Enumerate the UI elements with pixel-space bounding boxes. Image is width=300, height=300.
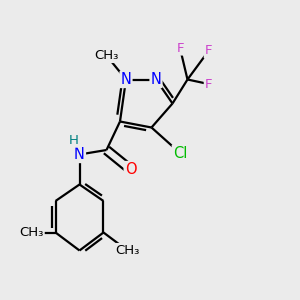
Text: CH₃: CH₃: [94, 49, 119, 62]
Text: Cl: Cl: [173, 146, 187, 160]
Text: F: F: [205, 77, 212, 91]
Text: N: N: [121, 72, 131, 87]
Text: O: O: [125, 162, 136, 177]
Text: N: N: [74, 147, 85, 162]
Text: CH₃: CH₃: [19, 226, 44, 239]
Text: F: F: [176, 41, 184, 55]
Text: F: F: [205, 44, 212, 58]
Text: H: H: [69, 134, 78, 147]
Text: N: N: [151, 72, 161, 87]
Text: CH₃: CH₃: [115, 244, 140, 257]
